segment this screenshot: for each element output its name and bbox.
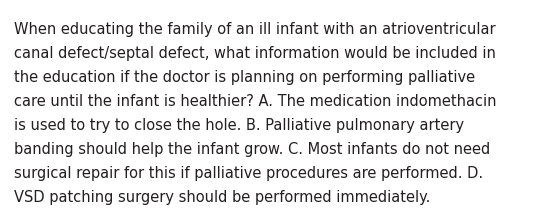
Text: When educating the family of an ill infant with an atrioventricular: When educating the family of an ill infa… (14, 22, 496, 37)
Text: the education if the doctor is planning on performing palliative: the education if the doctor is planning … (14, 70, 475, 85)
Text: care until the infant is healthier? A. The medication indomethacin: care until the infant is healthier? A. T… (14, 94, 497, 109)
Text: canal defect/septal defect, what information would be included in: canal defect/septal defect, what informa… (14, 46, 496, 61)
Text: VSD patching surgery should be performed immediately.: VSD patching surgery should be performed… (14, 190, 430, 205)
Text: surgical repair for this if palliative procedures are performed. D.: surgical repair for this if palliative p… (14, 166, 483, 181)
Text: is used to try to close the hole. B. Palliative pulmonary artery: is used to try to close the hole. B. Pal… (14, 118, 464, 133)
Text: banding should help the infant grow. C. Most infants do not need: banding should help the infant grow. C. … (14, 142, 490, 157)
